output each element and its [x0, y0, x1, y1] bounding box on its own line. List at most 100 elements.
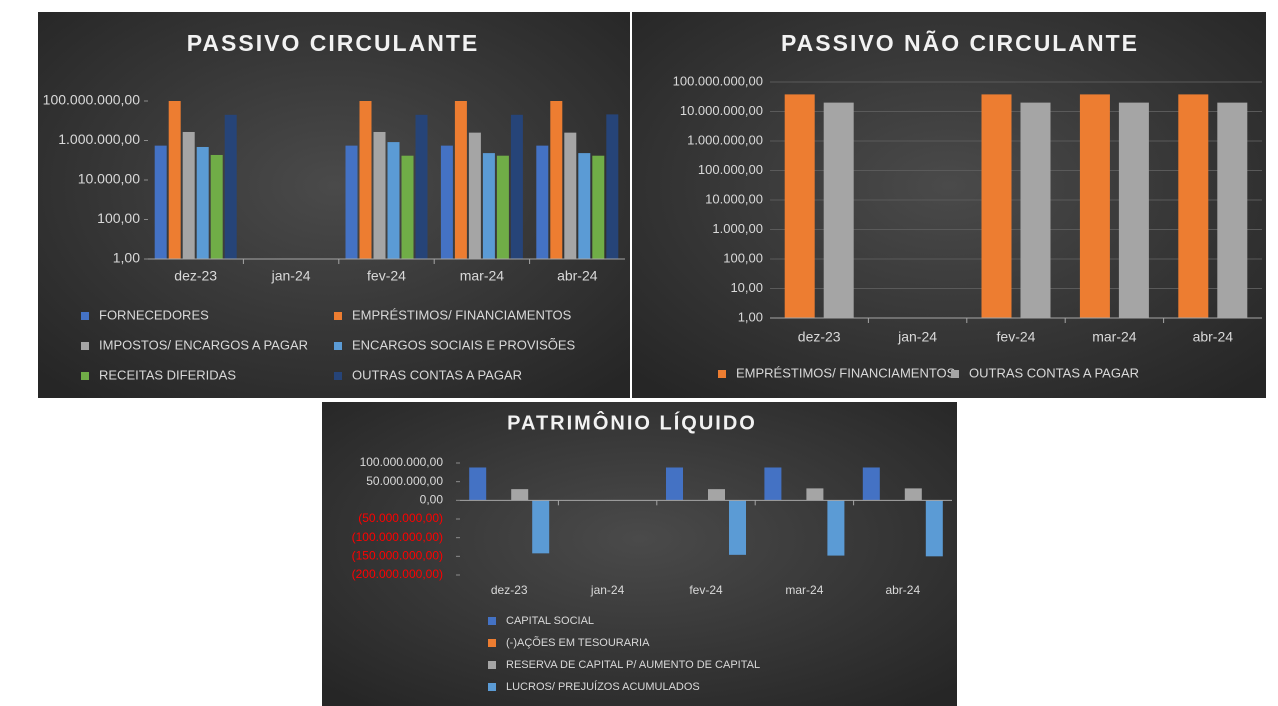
legend-swatch: [334, 372, 342, 380]
bar: [550, 101, 563, 259]
y-tick-label: 100,00: [723, 250, 763, 265]
bar: [827, 500, 845, 556]
bar: [806, 488, 824, 501]
x-tick-label: fev-24: [689, 583, 723, 597]
legend-label: LUCROS/ PREJUÍZOS ACUMULADOS: [506, 680, 700, 693]
x-tick-label: mar-24: [460, 268, 505, 284]
bar: [729, 500, 746, 555]
bar: [482, 153, 495, 259]
bar: [592, 155, 605, 259]
legend-label: CAPITAL SOCIAL: [506, 615, 594, 627]
bar: [196, 146, 209, 259]
x-tick-label: dez-23: [798, 329, 841, 345]
y-tick-label: 100.000.000,00: [360, 455, 444, 469]
x-tick-label: abr-24: [1193, 329, 1234, 345]
y-tick-label: (100.000.000,00): [352, 530, 443, 544]
x-tick-label: abr-24: [885, 583, 920, 597]
chart-title: PASSIVO NÃO CIRCULANTE: [781, 29, 1139, 56]
x-tick-label: jan-24: [897, 329, 937, 345]
bar: [510, 114, 523, 259]
legend-label: OUTRAS CONTAS A PAGAR: [352, 367, 522, 382]
bar: [784, 94, 815, 318]
bar: [454, 101, 467, 259]
bar: [532, 500, 550, 554]
bar: [1118, 102, 1149, 318]
y-tick-label: 50.000.000,00: [366, 474, 443, 488]
bar: [359, 101, 372, 259]
y-tick-label: 10.000.000,00: [680, 103, 763, 118]
chart: PATRIMÔNIO LÍQUIDO 100.000.000,00 50.000.0…: [322, 402, 957, 706]
bar: [468, 132, 481, 259]
legend-swatch: [334, 342, 342, 350]
y-tick-label: (200.000.000,00): [352, 567, 443, 581]
legend-swatch: [718, 370, 726, 378]
y-tick-label: 1,00: [738, 309, 763, 324]
legend-label: ENCARGOS SOCIAIS E PROVISÕES: [352, 337, 576, 352]
bar: [904, 488, 922, 501]
bar: [606, 114, 619, 259]
y-tick-label: (50.000.000,00): [358, 511, 443, 525]
y-tick-label: 100.000,00: [698, 162, 763, 177]
bar: [1020, 102, 1051, 318]
x-tick-label: jan-24: [271, 268, 311, 284]
bar: [373, 131, 386, 259]
legend-swatch: [488, 639, 496, 647]
legend-label: EMPRÉSTIMOS/ FINANCIAMENTOS: [736, 365, 956, 380]
legend-swatch: [488, 683, 496, 691]
bar: [511, 489, 529, 501]
chart: PASSIVO CIRCULANTE 1,00 100,00 10.000,00 1.0…: [38, 12, 630, 398]
bar: [168, 101, 181, 259]
y-tick-label: 10.000,00: [78, 171, 140, 187]
bar: [401, 155, 414, 259]
bar: [578, 153, 591, 259]
legend-swatch: [81, 342, 89, 350]
y-tick-label: 100.000.000,00: [43, 92, 141, 108]
bar: [440, 145, 453, 259]
legend-label: RESERVA DE CAPITAL P/ AUMENTO DE CAPITAL: [506, 659, 760, 671]
y-tick-label: 1.000,00: [712, 221, 763, 236]
legend-swatch: [81, 372, 89, 380]
bar: [224, 114, 237, 259]
bar: [764, 467, 782, 501]
bar: [415, 114, 428, 259]
bar: [862, 467, 880, 501]
x-tick-label: abr-24: [557, 268, 598, 284]
bar: [345, 145, 358, 259]
legend-label: OUTRAS CONTAS A PAGAR: [969, 365, 1139, 380]
bar: [496, 155, 509, 259]
y-tick-label: 1,00: [113, 250, 140, 266]
y-tick-label: 0,00: [420, 493, 444, 507]
bar: [981, 94, 1012, 318]
bar: [823, 102, 854, 318]
chart-title: PATRIMÔNIO LÍQUIDO: [507, 410, 757, 434]
legend-swatch: [488, 661, 496, 669]
bar: [387, 142, 400, 259]
x-tick-label: mar-24: [1092, 329, 1137, 345]
y-tick-label: 100,00: [97, 210, 140, 226]
bar: [182, 131, 195, 259]
legend-swatch: [951, 370, 959, 378]
bar: [536, 145, 549, 259]
bar: [1178, 94, 1209, 318]
x-tick-label: fev-24: [367, 268, 406, 284]
legend-label: FORNECEDORES: [99, 307, 209, 322]
x-tick-label: jan-24: [590, 583, 625, 597]
y-tick-label: 1.000.000,00: [687, 132, 763, 147]
legend-swatch: [488, 617, 496, 625]
chart-background: [632, 12, 1266, 398]
y-tick-label: 1.000.000,00: [58, 131, 140, 147]
legend-label: IMPOSTOS/ ENCARGOS A PAGAR: [99, 337, 308, 352]
x-tick-label: dez-23: [491, 583, 528, 597]
y-tick-label: 10.000,00: [705, 191, 763, 206]
x-tick-label: fev-24: [997, 329, 1036, 345]
legend-swatch: [334, 312, 342, 320]
legend-label: EMPRÉSTIMOS/ FINANCIAMENTOS: [352, 307, 572, 322]
chart-background: [38, 12, 630, 398]
chart-background: [322, 402, 957, 706]
bar: [469, 467, 487, 501]
bar: [1079, 94, 1110, 318]
y-tick-label: 10,00: [730, 280, 763, 295]
bar: [154, 145, 167, 259]
y-tick-label: 100.000.000,00: [673, 73, 763, 88]
